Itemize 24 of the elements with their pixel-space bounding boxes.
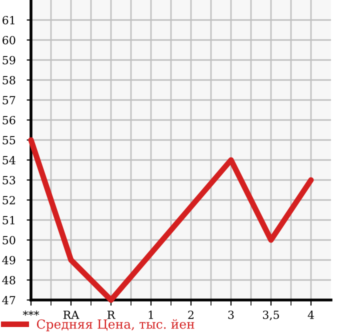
y-tick-label: 48 — [2, 276, 16, 284]
y-tick-label: 56 — [2, 116, 16, 124]
x-tick-label: 3,5 — [263, 310, 279, 320]
y-tick-label: 60 — [2, 36, 16, 44]
x-tick-label: *** — [22, 310, 40, 316]
legend-label: Средняя Цена, тыс. йен — [36, 319, 194, 332]
x-tick-label: 1 — [148, 310, 153, 319]
y-tick-label: 53 — [2, 176, 16, 184]
x-tick-label: R — [107, 310, 116, 319]
y-tick-label: 51 — [2, 216, 14, 224]
y-tick-label: 50 — [2, 236, 16, 244]
y-tick-label: 54 — [2, 156, 16, 164]
x-tick-label: RA — [63, 310, 80, 319]
y-tick-label: 47 — [2, 296, 16, 304]
y-tick-label: 58 — [2, 76, 16, 84]
y-tick-label: 49 — [2, 256, 16, 264]
x-tick-label: 3 — [228, 310, 234, 320]
y-tick-label: 55 — [2, 136, 16, 144]
y-tick-label: 59 — [2, 56, 16, 64]
y-tick-label: 61 — [2, 16, 14, 24]
x-tick-label: 2 — [188, 310, 194, 319]
y-tick-label: 57 — [2, 96, 16, 104]
y-tick-label: 52 — [2, 196, 15, 204]
x-tick-label: 4 — [308, 310, 314, 319]
